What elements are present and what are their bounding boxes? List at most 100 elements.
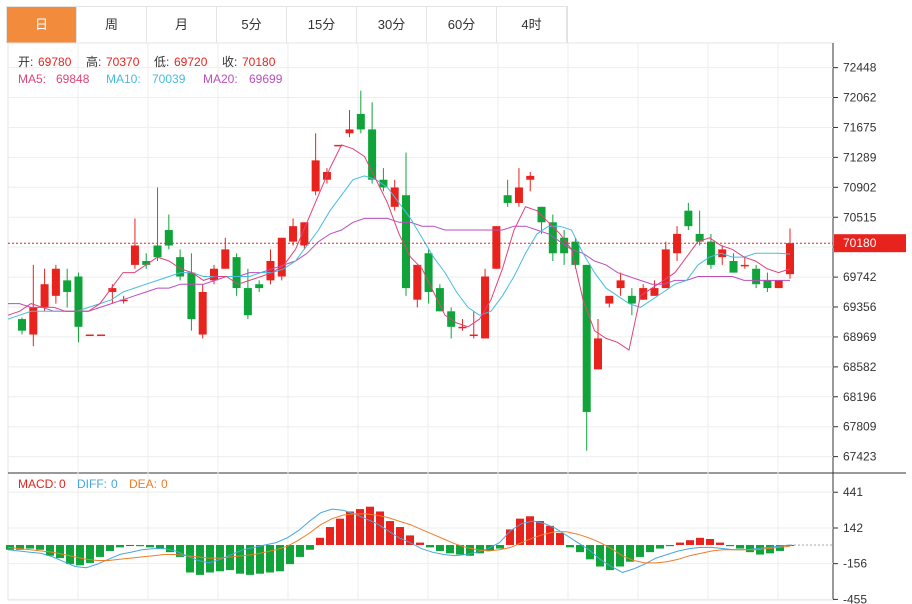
candle-body bbox=[514, 187, 523, 203]
diff-value: 0 bbox=[111, 477, 118, 491]
tab-2[interactable]: 月 bbox=[147, 7, 217, 43]
candle-body bbox=[695, 233, 704, 242]
legend-row: MACD: 0 DIFF: 0 DEA: 0 bbox=[18, 477, 168, 491]
macd-bar bbox=[306, 544, 314, 550]
candle-body bbox=[650, 288, 659, 296]
tab-3[interactable]: 5分 bbox=[217, 7, 287, 43]
macd-bar bbox=[206, 544, 214, 573]
period-tabs: 日周月 5分 15分 30分 60分 4时 bbox=[6, 6, 568, 43]
candle-body bbox=[63, 280, 72, 292]
macd-bar bbox=[316, 537, 324, 545]
macd-bar bbox=[586, 544, 594, 560]
macd-bar bbox=[356, 509, 364, 545]
ma5-label: MA5: bbox=[18, 72, 46, 86]
macd-bar bbox=[466, 544, 474, 556]
candle-body bbox=[661, 249, 670, 289]
tab-6[interactable]: 60分 bbox=[427, 7, 497, 43]
tab-5[interactable]: 30分 bbox=[357, 7, 427, 43]
grid bbox=[77, 43, 779, 600]
tab-7[interactable]: 4时 bbox=[497, 7, 567, 43]
candle-body bbox=[130, 245, 139, 265]
low-value: 69720 bbox=[174, 55, 208, 69]
tab-1[interactable]: 周 bbox=[77, 7, 147, 43]
candle-body bbox=[582, 264, 591, 412]
macd-bar bbox=[366, 506, 374, 545]
macd-bar bbox=[546, 525, 554, 545]
ma10-label: MA10: bbox=[106, 72, 141, 86]
candle-body bbox=[164, 230, 173, 246]
candle-body bbox=[289, 226, 298, 242]
macd-bar bbox=[66, 544, 74, 565]
candle-body bbox=[266, 261, 275, 281]
candle-body bbox=[232, 257, 241, 289]
macd-bar bbox=[256, 544, 264, 574]
candle-body bbox=[18, 319, 26, 331]
candle-body bbox=[40, 284, 49, 308]
candle-body bbox=[458, 326, 467, 329]
close-label: 收: bbox=[222, 55, 237, 69]
candle-body bbox=[356, 113, 365, 130]
ma20-value: 69699 bbox=[249, 72, 283, 86]
price-tick-label: 69356 bbox=[843, 300, 877, 314]
price-tick-label: 70902 bbox=[843, 180, 877, 194]
candle-body bbox=[142, 261, 151, 265]
price-tick-label: 68582 bbox=[843, 360, 877, 374]
macd-bar bbox=[526, 516, 534, 545]
macd-bar bbox=[246, 544, 254, 575]
macd-bar bbox=[186, 544, 194, 573]
candle-body bbox=[119, 299, 128, 302]
candle-body bbox=[424, 253, 433, 292]
candle-body bbox=[221, 249, 230, 269]
dea-line bbox=[7, 513, 791, 564]
macd-bar bbox=[46, 544, 54, 556]
macd-bar bbox=[776, 544, 784, 551]
legend-row: 开: 69780 高: 70370 低: 69720 收: 70180 bbox=[18, 54, 276, 69]
macd-value: 0 bbox=[59, 477, 66, 491]
macd-bar bbox=[126, 544, 134, 546]
macd-bar bbox=[716, 542, 724, 545]
candle-body bbox=[198, 291, 207, 335]
macd-bar bbox=[476, 544, 484, 554]
candle-body bbox=[435, 288, 444, 312]
price-tick-label: 68196 bbox=[843, 390, 877, 404]
macd-bar bbox=[286, 544, 294, 565]
macd-bar bbox=[556, 533, 564, 545]
tab-0[interactable]: 日 bbox=[7, 7, 77, 43]
candle-body bbox=[255, 284, 264, 289]
candle-body bbox=[560, 237, 569, 254]
macd-bar bbox=[666, 544, 674, 547]
candle-body bbox=[627, 295, 636, 304]
macd-bar bbox=[136, 544, 144, 547]
macd-bar bbox=[146, 544, 154, 548]
candle-body bbox=[571, 241, 580, 265]
price-tick-label: 67809 bbox=[843, 420, 877, 434]
candle-body bbox=[752, 268, 761, 285]
macd-bar bbox=[516, 518, 524, 545]
macd-bar bbox=[36, 544, 44, 550]
candle-body bbox=[402, 195, 410, 289]
macd-bar bbox=[436, 544, 444, 551]
close-value: 70180 bbox=[242, 55, 276, 69]
candle-body bbox=[548, 222, 557, 254]
last-price-label: 70180 bbox=[843, 236, 877, 250]
macd-bar bbox=[726, 544, 734, 547]
candle-body bbox=[345, 129, 354, 134]
macd-tick-label: 142 bbox=[843, 521, 863, 535]
last-price-badge bbox=[834, 234, 906, 253]
macd-bar bbox=[386, 521, 394, 545]
candle-body bbox=[108, 288, 117, 292]
macd-bar bbox=[86, 544, 94, 563]
legend-row: MA5: 69848 MA10: 70039 MA20: 69699 bbox=[18, 72, 283, 86]
macd-bar bbox=[156, 544, 164, 549]
tab-4[interactable]: 15分 bbox=[287, 7, 357, 43]
candle-body bbox=[74, 276, 83, 327]
macd-tick-label: 441 bbox=[843, 485, 863, 499]
candle-body bbox=[526, 175, 535, 180]
open-label: 开: bbox=[18, 55, 33, 69]
macd-bar bbox=[176, 544, 184, 557]
macd-bar bbox=[606, 544, 614, 571]
price-tick-label: 71289 bbox=[843, 150, 877, 164]
candle-body bbox=[334, 144, 343, 147]
macd-bar bbox=[506, 529, 514, 545]
